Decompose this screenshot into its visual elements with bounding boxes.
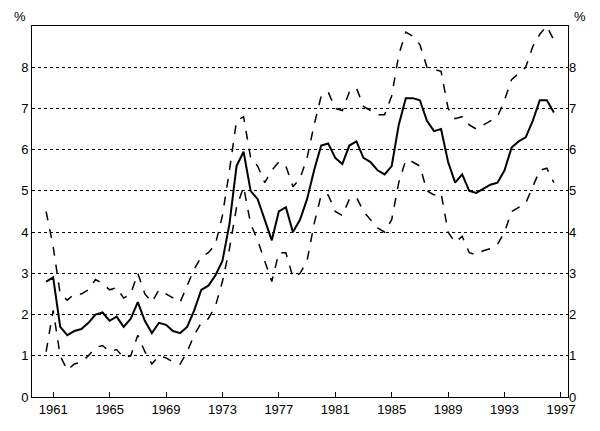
svg-text:4: 4 — [569, 225, 576, 240]
svg-text:8: 8 — [21, 60, 28, 75]
svg-text:5: 5 — [569, 183, 576, 198]
svg-text:1985: 1985 — [377, 402, 406, 417]
svg-text:0: 0 — [569, 390, 576, 405]
svg-text:3: 3 — [569, 266, 576, 281]
svg-text:4: 4 — [21, 225, 28, 240]
svg-text:5: 5 — [21, 183, 28, 198]
svg-text:1: 1 — [21, 348, 28, 363]
svg-text:1961: 1961 — [39, 402, 68, 417]
svg-text:6: 6 — [569, 142, 576, 157]
svg-text:1973: 1973 — [208, 402, 237, 417]
svg-text:2: 2 — [21, 307, 28, 322]
svg-text:1997: 1997 — [546, 402, 575, 417]
svg-text:1989: 1989 — [434, 402, 463, 417]
svg-text:1969: 1969 — [152, 402, 181, 417]
svg-text:%: % — [14, 9, 26, 24]
svg-text:7: 7 — [569, 101, 576, 116]
svg-text:7: 7 — [21, 101, 28, 116]
svg-text:8: 8 — [569, 60, 576, 75]
svg-text:1965: 1965 — [95, 402, 124, 417]
svg-text:%: % — [574, 9, 586, 24]
svg-text:3: 3 — [21, 266, 28, 281]
svg-text:1981: 1981 — [321, 402, 350, 417]
svg-text:1: 1 — [569, 348, 576, 363]
svg-text:1977: 1977 — [264, 402, 293, 417]
svg-text:2: 2 — [569, 307, 576, 322]
svg-text:6: 6 — [21, 142, 28, 157]
svg-text:1993: 1993 — [490, 402, 519, 417]
svg-text:0: 0 — [21, 390, 28, 405]
